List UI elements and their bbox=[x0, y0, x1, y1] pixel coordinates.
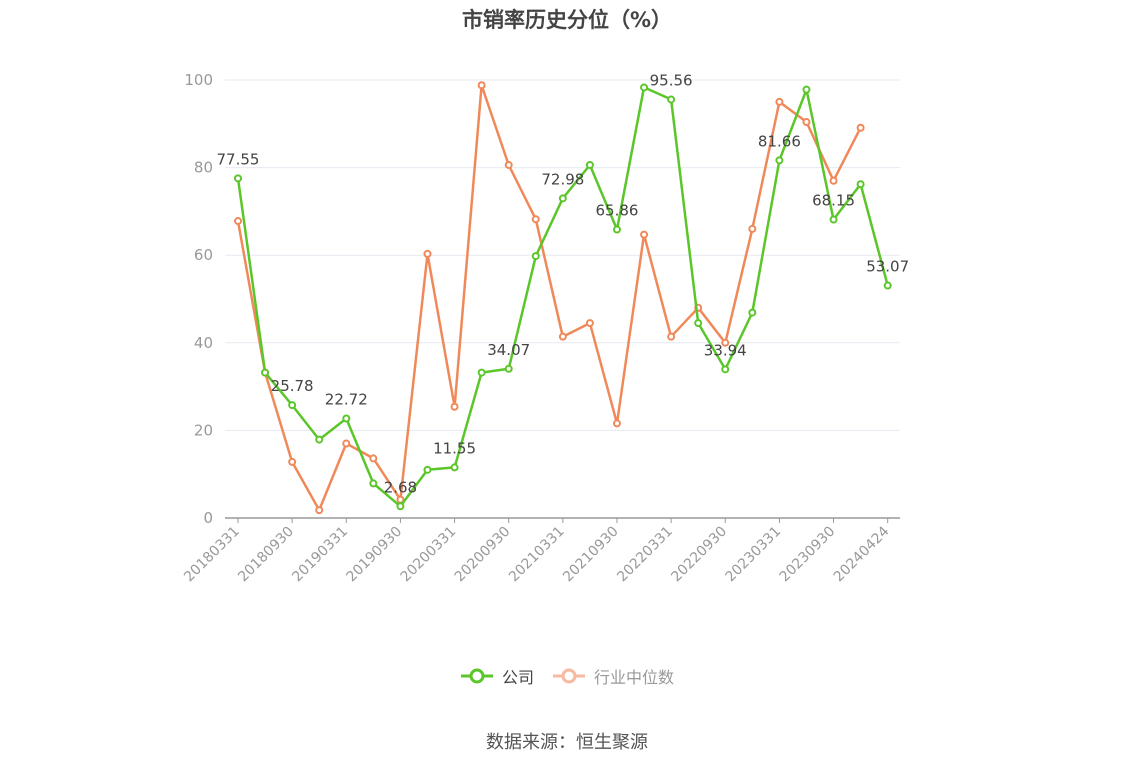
legend-industry-label: 行业中位数 bbox=[594, 668, 675, 687]
x-tick-label: 20240424 bbox=[831, 523, 893, 585]
series-layer bbox=[234, 81, 892, 515]
y-tick-label: 100 bbox=[184, 71, 213, 89]
source-note: 数据来源：恒生聚源 bbox=[486, 732, 648, 753]
data-point-company bbox=[531, 252, 540, 261]
data-label: 65.86 bbox=[596, 202, 639, 220]
data-label: 25.78 bbox=[271, 377, 314, 395]
data-point-industry bbox=[640, 230, 649, 239]
legend-industry-marker-icon bbox=[553, 668, 585, 684]
data-point-industry bbox=[315, 506, 324, 515]
data-point-company bbox=[315, 435, 324, 444]
data-label: 81.66 bbox=[758, 132, 801, 150]
x-tick-label: 20210930 bbox=[560, 524, 622, 586]
data-point-company bbox=[640, 83, 649, 92]
data-point-industry bbox=[504, 160, 513, 169]
legend-company-marker-icon bbox=[460, 668, 493, 684]
data-point-industry bbox=[342, 439, 351, 448]
chart-title: 市销率历史分位（%） bbox=[461, 8, 673, 32]
data-point-company bbox=[369, 479, 378, 488]
data-point-industry bbox=[450, 402, 459, 411]
data-point-industry bbox=[531, 215, 540, 224]
data-point-company bbox=[234, 174, 242, 183]
data-point-industry bbox=[423, 249, 432, 258]
x-tick-label: 20180331 bbox=[181, 524, 243, 586]
data-point-company bbox=[261, 368, 270, 377]
x-tick-label: 20210331 bbox=[506, 524, 568, 586]
data-label-layer: 77.55 25.78 22.72 2.68 11.55 34.07 72.98 65.86 9… bbox=[217, 71, 910, 496]
data-point-industry bbox=[856, 123, 865, 132]
grid-layer bbox=[225, 79, 900, 431]
data-point-industry bbox=[585, 319, 594, 328]
x-tick-label: 20190930 bbox=[344, 524, 406, 586]
data-point-company bbox=[829, 215, 838, 224]
data-label: 11.55 bbox=[433, 439, 476, 457]
y-tick-label: 80 bbox=[194, 159, 213, 177]
data-point-industry bbox=[288, 457, 297, 466]
data-point-company bbox=[667, 95, 676, 104]
data-label: 77.55 bbox=[217, 150, 260, 168]
data-point-company bbox=[504, 364, 513, 373]
x-tick-label: 20230930 bbox=[777, 524, 839, 586]
x-tick-label: 20200331 bbox=[398, 524, 460, 586]
x-tick-label: 20200930 bbox=[452, 524, 514, 586]
data-point-company bbox=[477, 368, 486, 377]
y-tick-label: 0 bbox=[203, 509, 213, 527]
x-tick-label: 20220930 bbox=[668, 524, 730, 586]
data-label: 33.94 bbox=[704, 341, 747, 359]
data-point-industry bbox=[369, 454, 378, 463]
data-point-company bbox=[612, 225, 621, 234]
x-tick-label: 20220331 bbox=[614, 524, 676, 586]
x-tick-label: 20230331 bbox=[723, 524, 785, 586]
data-point-company bbox=[558, 194, 567, 203]
data-point-company bbox=[694, 319, 703, 328]
legend-item-company[interactable]: 公司 bbox=[460, 664, 534, 688]
data-point-industry bbox=[775, 97, 784, 106]
data-point-company bbox=[288, 401, 297, 410]
data-label: 34.07 bbox=[487, 341, 530, 359]
y-tick-label: 40 bbox=[194, 334, 213, 352]
data-point-industry bbox=[612, 419, 621, 428]
data-point-company bbox=[748, 308, 757, 317]
data-point-industry bbox=[234, 217, 242, 226]
data-point-company bbox=[775, 156, 784, 165]
data-point-industry bbox=[829, 176, 838, 185]
x-tick-label: 20190331 bbox=[289, 524, 351, 586]
data-point-industry bbox=[802, 118, 811, 127]
data-point-company bbox=[342, 414, 351, 423]
data-label: 95.56 bbox=[650, 71, 693, 89]
data-label: 68.15 bbox=[812, 192, 855, 210]
legend: 公司 行业中位数 bbox=[0, 664, 1134, 688]
data-point-company bbox=[423, 465, 432, 474]
data-point-company bbox=[802, 85, 811, 94]
data-point-company bbox=[396, 502, 405, 511]
data-point-company bbox=[450, 463, 459, 472]
data-point-company bbox=[883, 281, 892, 290]
y-tick-label: 20 bbox=[194, 421, 213, 439]
x-tick-label: 20180930 bbox=[235, 524, 297, 586]
data-point-company bbox=[721, 365, 730, 374]
data-label: 53.07 bbox=[866, 258, 909, 276]
data-label: 22.72 bbox=[325, 390, 368, 408]
legend-item-industry[interactable]: 行业中位数 bbox=[552, 664, 674, 688]
data-label: 2.68 bbox=[384, 478, 417, 496]
data-label: 72.98 bbox=[541, 170, 584, 188]
data-point-company bbox=[585, 160, 594, 169]
data-point-industry bbox=[667, 332, 676, 341]
y-tick-label: 60 bbox=[194, 246, 213, 264]
data-point-industry bbox=[721, 338, 730, 347]
data-point-industry bbox=[748, 224, 757, 233]
data-point-company bbox=[856, 180, 865, 189]
series-line-industry bbox=[236, 84, 862, 512]
data-point-industry bbox=[558, 332, 567, 341]
data-point-industry bbox=[477, 81, 486, 90]
legend-company-label: 公司 bbox=[501, 668, 534, 687]
